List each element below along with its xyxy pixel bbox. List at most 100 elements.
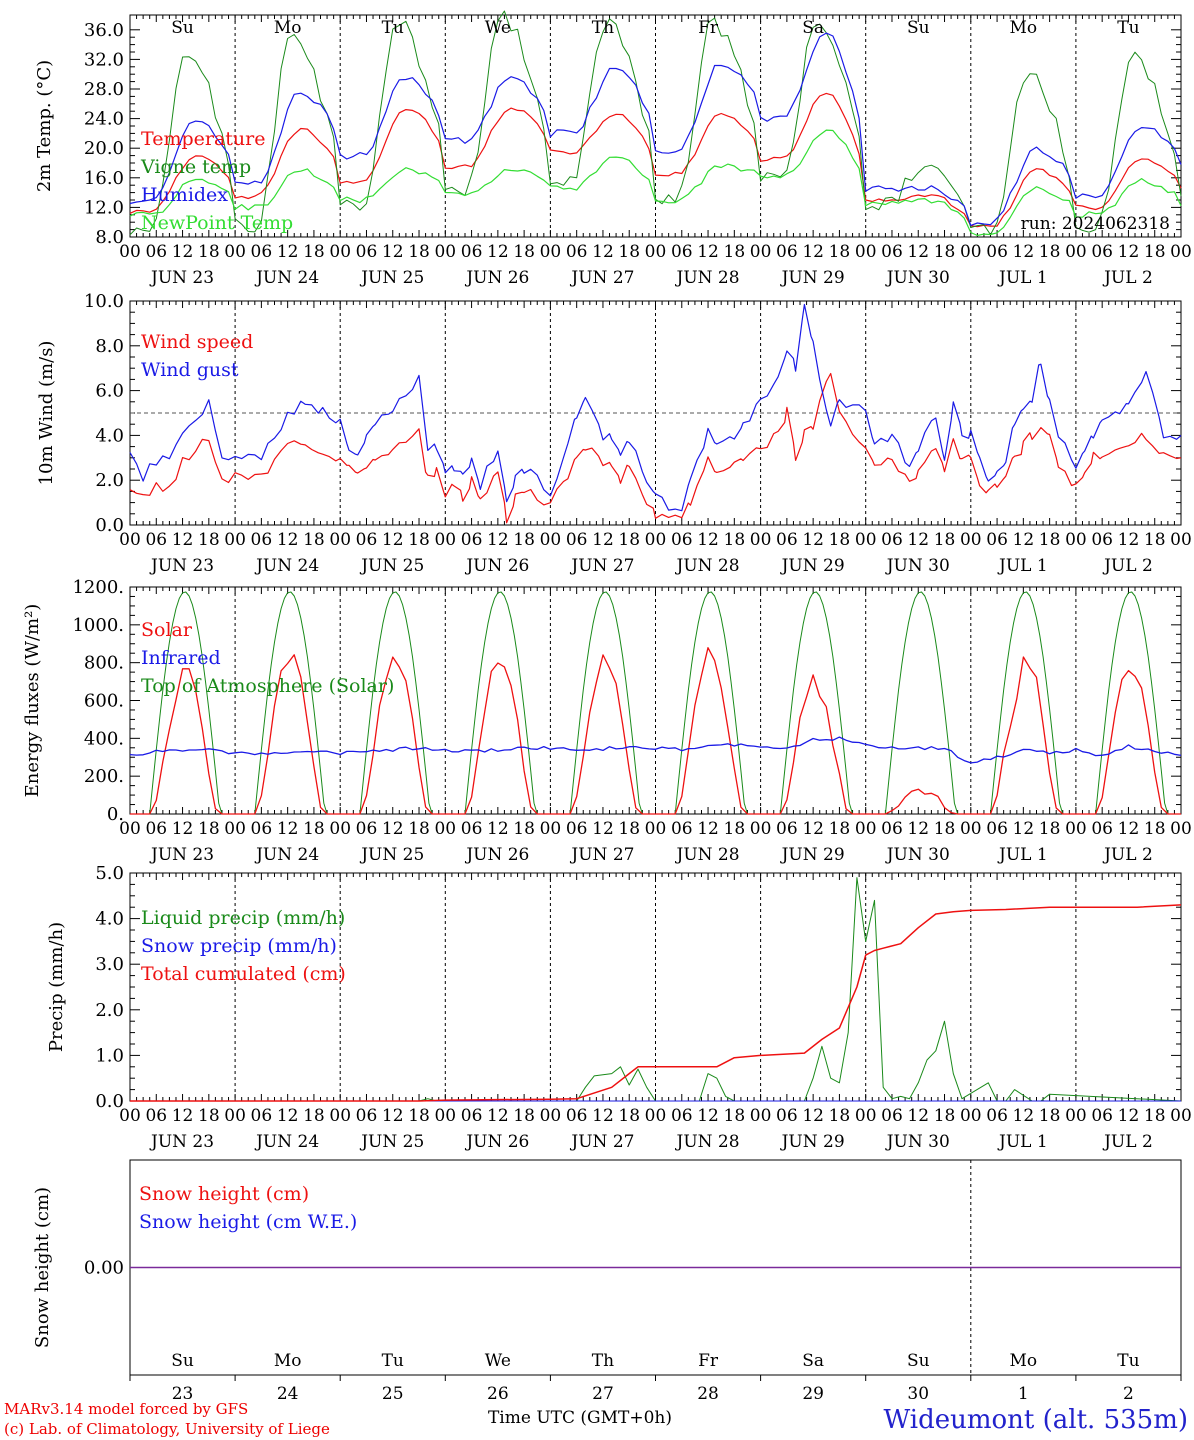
legend-entry: NewPoint Temp (141, 212, 293, 234)
hour-label: 12 (907, 1106, 929, 1126)
series-line-wind-speed (129, 372, 1182, 524)
panel-energy: 0. 200. 400. 600. 800. 1000. 1200. Energy fluxe… (22, 577, 1192, 865)
hour-label: 00 (750, 1106, 772, 1126)
day-label: JUN 29 (780, 845, 845, 865)
y-tick-label: 8.0 (95, 336, 124, 357)
weekday-label: Tu (382, 1351, 404, 1371)
weekday-label: Su (171, 18, 194, 38)
hour-label: 12 (277, 819, 299, 839)
weekday-label: Mo (1010, 18, 1038, 38)
hour-label: 06 (986, 242, 1008, 262)
day-label: JUN 28 (675, 268, 740, 288)
hour-label: 18 (198, 1106, 220, 1126)
day-label: JUL 1 (997, 845, 1048, 865)
hour-label: 00 (434, 242, 456, 262)
hour-label: 18 (1144, 530, 1166, 550)
hour-label: 18 (618, 1106, 640, 1126)
hour-label: 00 (1065, 530, 1087, 550)
hour-label: 12 (592, 819, 614, 839)
hour-label: 00 (855, 1106, 877, 1126)
panel-snow: 0.00 Snow height (cm) Snow height (cm) Snow… (32, 1159, 1182, 1404)
hour-label: 12 (802, 1106, 824, 1126)
day-label: JUL 2 (1102, 845, 1153, 865)
hour-label: 06 (776, 819, 798, 839)
hour-label: 18 (1144, 819, 1166, 839)
y-tick-label: 2.0 (95, 1000, 124, 1021)
hour-label: 00 (960, 530, 982, 550)
legend-entry: Top of Atmosphere (Solar) (141, 675, 394, 697)
hour-label: 18 (1039, 530, 1061, 550)
weekday-label: We (485, 1351, 511, 1371)
hour-label: 18 (1144, 242, 1166, 262)
hour-label: 06 (671, 242, 693, 262)
day-label: JUN 23 (149, 268, 214, 288)
y-tick-label: 8.0 (95, 227, 124, 248)
hour-label: 12 (802, 242, 824, 262)
x-axis-label: Time UTC (GMT+0h) (488, 1408, 672, 1428)
y-tick-label: 4.0 (95, 909, 124, 930)
hour-label: 12 (907, 530, 929, 550)
hour-label: 18 (724, 530, 746, 550)
hour-label: 06 (776, 1106, 798, 1126)
hour-label: 12 (172, 530, 194, 550)
series-line-newpoint-temp (129, 129, 1182, 237)
hour-label: 00 (1170, 819, 1192, 839)
hour-label: 06 (356, 242, 378, 262)
weekday-label: Tu (1117, 1351, 1139, 1371)
hour-label: 18 (1144, 1106, 1166, 1126)
hour-label: 18 (408, 819, 430, 839)
hour-label: 00 (855, 530, 877, 550)
series-line-liquid-precip-mm-h- (130, 877, 1182, 1102)
hour-label: 12 (1013, 530, 1035, 550)
day-number-label: 2 (1123, 1384, 1134, 1404)
hour-label: 18 (513, 819, 535, 839)
hour-label: 06 (776, 530, 798, 550)
hour-label: 12 (172, 819, 194, 839)
hour-label: 00 (540, 242, 562, 262)
day-label: JUL 2 (1102, 268, 1153, 288)
hour-label: 00 (434, 530, 456, 550)
day-number-label: 29 (802, 1384, 824, 1404)
hour-label: 00 (960, 242, 982, 262)
hour-label: 18 (303, 1106, 325, 1126)
series-line-solar (130, 647, 1181, 815)
hour-label: 06 (251, 819, 273, 839)
hour-label: 00 (119, 819, 141, 839)
day-label: JUN 27 (569, 268, 634, 288)
hour-label: 06 (145, 242, 167, 262)
day-number-label: 24 (277, 1384, 299, 1404)
hour-label: 12 (172, 242, 194, 262)
hour-label: 06 (566, 819, 588, 839)
legend-entry: Wind speed (141, 331, 253, 353)
hour-label: 06 (986, 530, 1008, 550)
hour-label: 18 (618, 242, 640, 262)
hour-label: 06 (566, 1106, 588, 1126)
run-label: run: 2024062318 (1021, 214, 1170, 234)
hour-label: 12 (697, 530, 719, 550)
hour-label: 06 (881, 1106, 903, 1126)
y-tick-label: 0.00 (84, 1258, 124, 1279)
hour-label: 06 (356, 819, 378, 839)
day-label: JUL 1 (997, 556, 1048, 576)
panel-temp: 8.0 12.0 16.0 20.0 24.0 28.0 32.0 36.0 2m Temp. … (34, 10, 1192, 288)
hour-label: 18 (934, 530, 956, 550)
hour-label: 00 (540, 1106, 562, 1126)
hour-label: 00 (645, 1106, 667, 1126)
day-label: JUN 29 (780, 268, 845, 288)
credit-line: MARv3.14 model forced by GFS (4, 1400, 248, 1418)
hour-label: 00 (1065, 242, 1087, 262)
weekday-label: Su (171, 1351, 194, 1371)
hour-label: 06 (1091, 242, 1113, 262)
y-tick-label: 2.0 (95, 470, 124, 491)
day-label: JUL 2 (1102, 556, 1153, 576)
legend-entry: Snow precip (mm/h) (141, 935, 337, 957)
hour-label: 00 (855, 819, 877, 839)
hour-label: 00 (1170, 1106, 1192, 1126)
weekday-label: Tu (1117, 18, 1139, 38)
y-tick-label: 4.0 (95, 425, 124, 446)
weekday-label: Mo (274, 18, 302, 38)
hour-label: 18 (618, 530, 640, 550)
hour-label: 12 (907, 819, 929, 839)
hour-label: 00 (855, 242, 877, 262)
hour-label: 06 (671, 819, 693, 839)
